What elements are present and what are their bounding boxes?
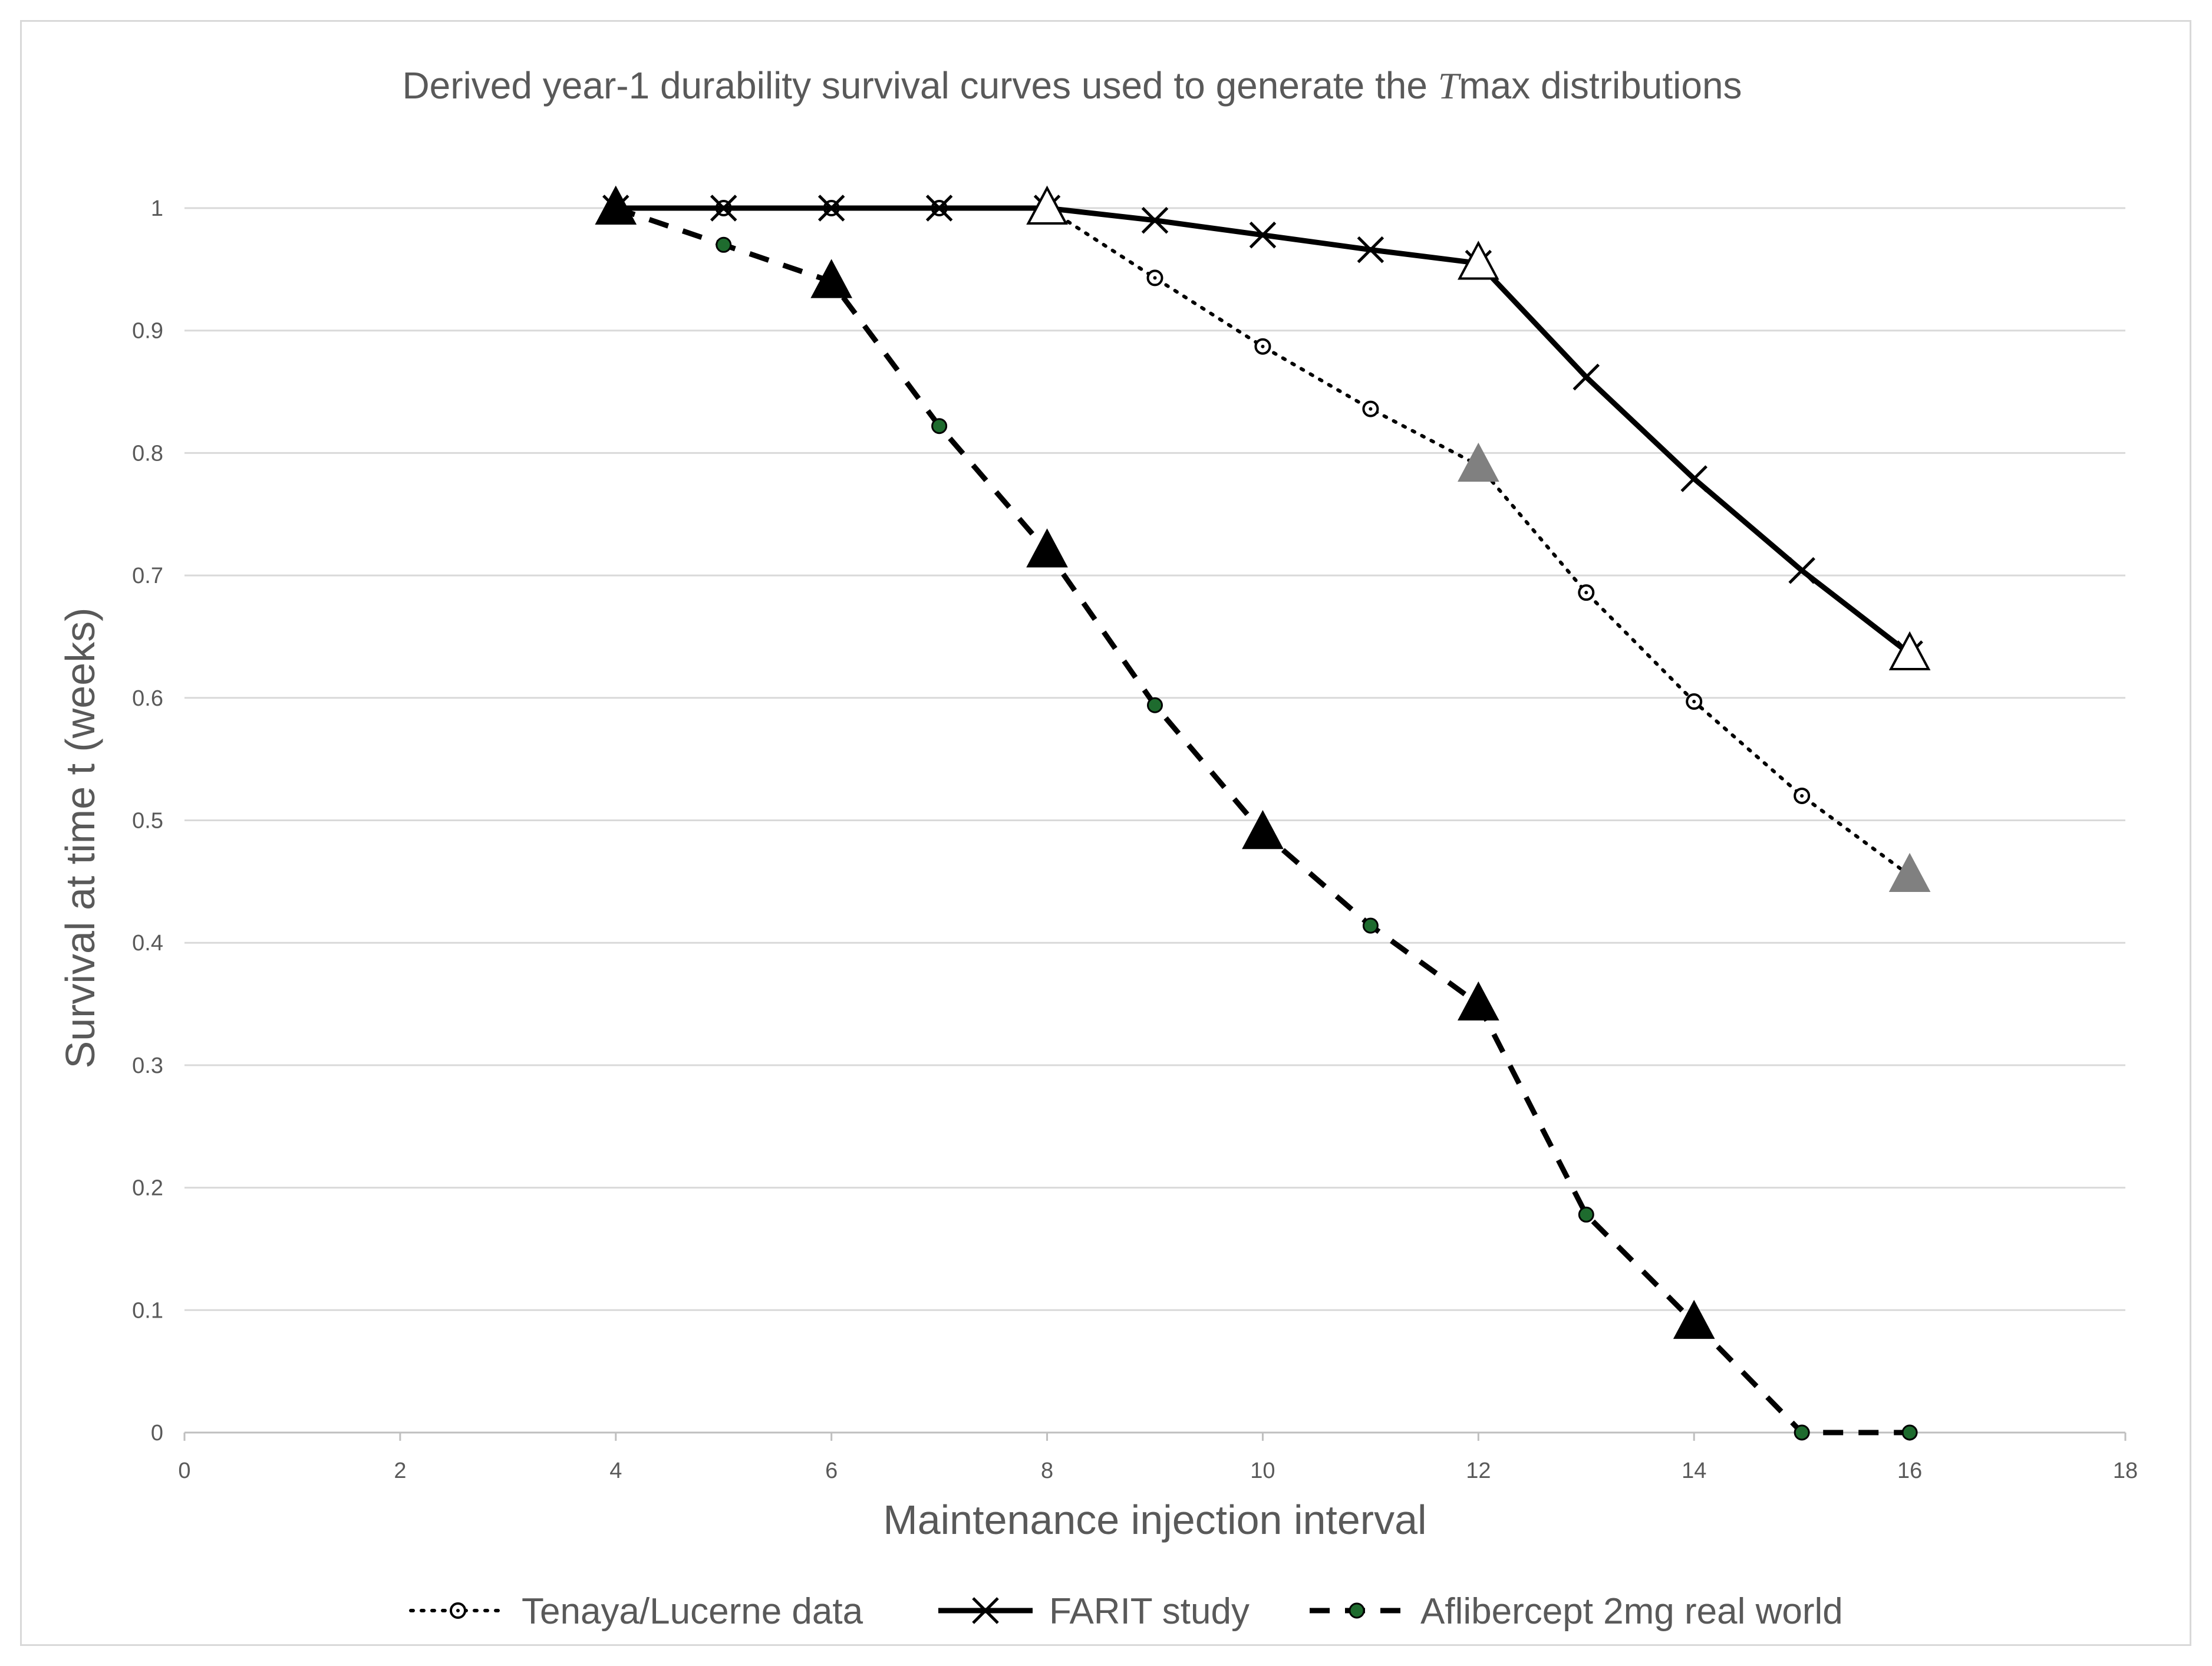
point-s1-3 (925, 195, 953, 222)
highlight-triangle-2 (1888, 631, 1931, 671)
legend-label-2: Aflibercept 2mg real world (1420, 1591, 1843, 1632)
chart-frame: Derived year-1 durability survival curve… (20, 20, 2191, 1646)
y-tick-label-1: 0.1 (132, 1298, 163, 1323)
x-tick-label-2: 4 (609, 1458, 622, 1483)
chart-title-part-1: Derived year-1 durability survival curve… (402, 64, 1438, 107)
y-tick-label-8: 0.8 (132, 441, 163, 466)
x-tick-label-4: 8 (1041, 1458, 1053, 1483)
legend: Tenaya/Lucerne data FARIT study Aflibercep… (409, 1591, 1843, 1632)
survival-chart: Derived year-1 durability survival curve… (57, 64, 2138, 1632)
highlight-triangle-1 (1457, 241, 1499, 280)
legend-item-2: Aflibercept 2mg real world (1310, 1591, 1843, 1632)
y-tick-label-4: 0.4 (132, 931, 163, 956)
legend-item-1: FARIT study (938, 1591, 1250, 1632)
series-0 (607, 200, 1918, 884)
y-tick-label-7: 0.7 (132, 564, 163, 588)
x-tick-label-3: 6 (825, 1458, 838, 1483)
x-tick-label-1: 2 (394, 1458, 406, 1483)
y-axis-title: Survival at time t (weeks) (57, 608, 103, 1069)
y-tick-label-6: 0.6 (132, 686, 163, 711)
highlight-marker-layer (595, 185, 1931, 1339)
chart-title-part-2: max distributions (1459, 64, 1742, 107)
point-s0-10-center (1692, 700, 1696, 704)
point-s2-12 (1901, 1424, 1918, 1441)
y-tick-label-2: 0.2 (132, 1176, 163, 1201)
x-axis-title: Maintenance injection interval (883, 1497, 1426, 1543)
legend-item-0: Tenaya/Lucerne data (409, 1591, 863, 1632)
legend-marker-1 (972, 1597, 999, 1624)
x-tick-label-0: 0 (178, 1458, 190, 1483)
point-s1-6 (1249, 221, 1277, 249)
y-tick-label-3: 0.3 (132, 1053, 163, 1078)
point-s2-7 (1362, 917, 1379, 934)
highlight-triangle-5 (595, 185, 637, 225)
point-s2-9 (1578, 1206, 1594, 1223)
x-tick-label-7: 14 (1682, 1458, 1706, 1483)
point-s0-11-center (1800, 794, 1804, 798)
y-tick-label-9: 0.9 (132, 319, 163, 344)
point-s2-1 (716, 236, 732, 253)
highlight-triangle-4 (1888, 852, 1931, 892)
point-s0-6-center (1261, 344, 1265, 348)
x-tick-label-8: 16 (1897, 1458, 1922, 1483)
x-tick-label-6: 12 (1466, 1458, 1491, 1483)
point-s0-5-center (1153, 276, 1157, 280)
series-line-1 (615, 205, 1911, 656)
legend-marker-0-center (456, 1609, 460, 1612)
point-s0-7-center (1369, 407, 1373, 411)
point-s1-1 (710, 195, 737, 222)
highlight-triangle-7 (1026, 528, 1068, 568)
highlight-triangle-3 (1457, 442, 1499, 482)
legend-marker-2 (1349, 1602, 1365, 1619)
highlight-triangle-10 (1673, 1299, 1715, 1339)
legend-label-0: Tenaya/Lucerne data (522, 1591, 863, 1632)
highlight-triangle-6 (810, 259, 852, 298)
gridlines (184, 207, 2125, 1311)
point-s1-10 (1680, 465, 1707, 492)
axes: 00.10.20.30.40.50.60.70.80.910 2 4 6 8 10 12 14… (132, 196, 2138, 1483)
x-tick-label-9: 18 (2113, 1458, 2138, 1483)
point-s0-9-center (1584, 591, 1588, 595)
point-s2-3 (931, 418, 948, 434)
x-tick-label-5: 10 (1250, 1458, 1275, 1483)
highlight-triangle-8 (1242, 810, 1284, 850)
y-tick-label-5: 0.5 (132, 809, 163, 834)
y-tick-label-0: 0 (151, 1421, 163, 1446)
chart-title-italic-t: T (1438, 65, 1462, 107)
point-s1-11 (1788, 557, 1815, 584)
highlight-triangle-0 (1026, 185, 1068, 225)
point-s2-11 (1794, 1424, 1810, 1441)
series-1 (602, 195, 1923, 667)
point-s1-2 (817, 195, 845, 222)
chart-title: Derived year-1 durability survival curve… (402, 64, 1742, 107)
highlight-triangle-9 (1457, 981, 1499, 1021)
point-s1-5 (1141, 207, 1169, 234)
series-line-0 (614, 206, 1912, 877)
point-s2-5 (1147, 697, 1163, 713)
legend-label-1: FARIT study (1049, 1591, 1250, 1632)
y-tick-label-10: 1 (151, 196, 163, 221)
point-s1-7 (1357, 236, 1384, 264)
point-s1-9 (1573, 363, 1600, 391)
